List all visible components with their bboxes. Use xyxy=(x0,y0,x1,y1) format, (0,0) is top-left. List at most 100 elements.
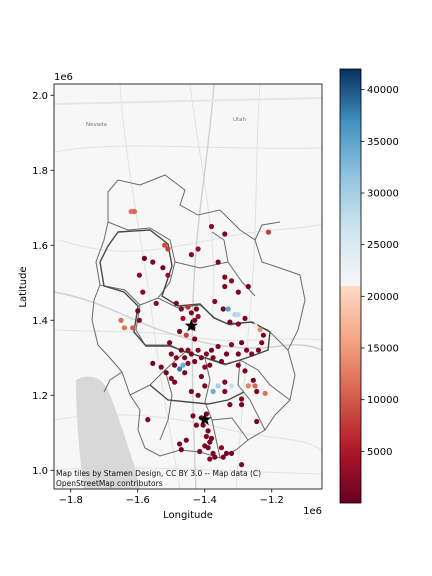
data-point xyxy=(220,306,226,312)
data-point xyxy=(215,343,221,350)
data-point xyxy=(153,300,159,306)
map-place-label: Nevada xyxy=(86,122,107,128)
data-point xyxy=(195,347,201,353)
data-point xyxy=(172,379,178,385)
data-point xyxy=(141,255,147,261)
y-tick-label: 2.0 xyxy=(32,91,48,102)
colorbar-ticks: 5000 10000 15000 20000 25000 30000 35000 40000 xyxy=(361,85,399,458)
y-tick-label: 1.8 xyxy=(32,166,48,177)
x-tick-label: −1.4 xyxy=(193,495,217,506)
star-marker xyxy=(198,412,212,426)
data-point xyxy=(228,342,235,348)
data-point xyxy=(197,448,203,455)
data-point xyxy=(135,308,141,314)
y-tick-label: 1.0 xyxy=(32,466,48,477)
data-point xyxy=(182,370,188,376)
x-offset-label: 1e6 xyxy=(303,506,322,517)
data-point xyxy=(228,450,235,456)
attribution-line-2: OpenStreetMap contributors xyxy=(56,479,163,488)
data-point xyxy=(193,422,199,428)
data-point xyxy=(242,368,248,374)
map-basemap xyxy=(54,84,322,489)
data-point xyxy=(192,358,198,365)
data-point xyxy=(160,265,166,271)
data-point xyxy=(180,315,186,321)
data-point xyxy=(173,300,179,306)
data-point xyxy=(228,278,235,284)
data-point xyxy=(220,454,226,460)
data-point xyxy=(212,454,218,460)
data-point xyxy=(245,383,251,389)
colorbar-tick-label: 10000 xyxy=(367,395,399,406)
data-point xyxy=(215,383,221,389)
data-point xyxy=(131,208,137,215)
data-point xyxy=(222,379,228,385)
data-point xyxy=(195,313,201,320)
data-point xyxy=(185,360,191,366)
data-point xyxy=(188,351,194,357)
data-point xyxy=(158,364,164,370)
data-point xyxy=(239,462,245,468)
data-point xyxy=(235,362,241,368)
y-offset-label: 1e6 xyxy=(54,72,73,83)
data-point xyxy=(150,360,156,366)
colorbar-tick-label: 30000 xyxy=(367,189,399,200)
map-place-labels: Nevada Utah xyxy=(86,117,247,128)
y-tick-label: 1.4 xyxy=(32,316,48,327)
data-point xyxy=(193,306,199,312)
y-tick-label: 1.6 xyxy=(32,241,48,252)
data-point xyxy=(223,450,230,456)
data-point xyxy=(205,428,211,434)
data-point xyxy=(198,373,204,380)
data-point xyxy=(207,439,213,445)
colorbar-tick-label: 15000 xyxy=(367,344,399,355)
data-point xyxy=(202,364,208,370)
data-point xyxy=(210,355,216,361)
data-point xyxy=(250,377,256,383)
data-point xyxy=(168,351,174,357)
data-point xyxy=(172,362,178,368)
data-point xyxy=(136,317,142,323)
data-point xyxy=(150,259,156,265)
data-point xyxy=(177,441,183,447)
data-point xyxy=(202,383,208,389)
data-point xyxy=(167,340,173,346)
data-point xyxy=(218,445,225,451)
data-point xyxy=(242,315,248,321)
data-point xyxy=(121,325,127,331)
data-point xyxy=(140,289,146,295)
y-axis-label: Latitude xyxy=(18,266,29,307)
data-point xyxy=(188,252,194,258)
data-point xyxy=(190,413,196,419)
data-points xyxy=(118,208,271,468)
data-point xyxy=(228,383,235,389)
data-point xyxy=(195,392,201,398)
data-point xyxy=(168,375,174,381)
data-point xyxy=(260,332,266,338)
data-point xyxy=(208,223,215,230)
data-point xyxy=(178,447,184,453)
colorbar: 5000 10000 15000 20000 25000 30000 35000 40000 xyxy=(339,68,399,504)
data-point xyxy=(165,272,171,278)
data-point xyxy=(185,347,191,353)
data-point xyxy=(239,396,245,402)
data-point xyxy=(215,259,221,265)
data-point xyxy=(205,445,211,451)
x-axis-label: Longitude xyxy=(163,510,213,521)
data-point xyxy=(223,351,230,357)
data-point xyxy=(265,229,271,235)
data-point xyxy=(203,351,209,357)
colorbar-gradient xyxy=(339,68,362,504)
colorbar-tick-label: 40000 xyxy=(367,85,399,96)
colorbar-tick-label: 20000 xyxy=(367,292,399,303)
data-point xyxy=(210,388,216,395)
data-point xyxy=(227,319,233,325)
data-point xyxy=(235,289,241,295)
data-point xyxy=(177,366,183,372)
data-point xyxy=(192,317,198,323)
x-axis-ticks: −1.8 −1.6 −1.4 −1.2 xyxy=(59,489,284,506)
data-point xyxy=(239,340,245,346)
data-point xyxy=(262,390,268,396)
data-point xyxy=(225,306,231,312)
data-point xyxy=(222,231,228,237)
